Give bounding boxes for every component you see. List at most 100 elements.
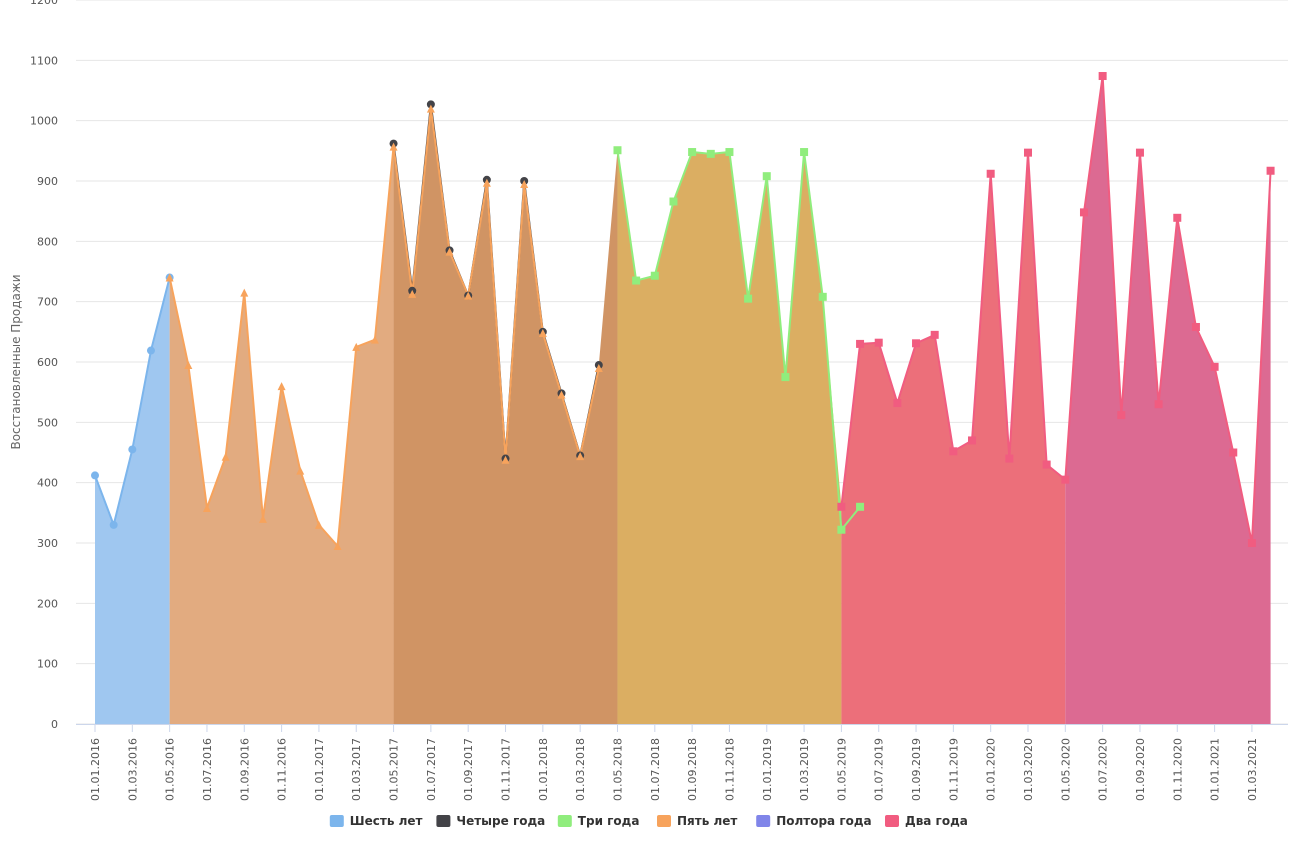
data-point[interactable] <box>856 502 865 511</box>
x-tick-label: 01.01.2019 <box>761 738 774 801</box>
legend-item[interactable]: Шесть лет <box>329 814 423 828</box>
legend-swatch <box>329 815 344 827</box>
data-point[interactable] <box>1098 72 1107 81</box>
x-tick-label: 01.03.2017 <box>350 738 363 801</box>
data-point[interactable] <box>445 247 454 256</box>
data-point[interactable] <box>202 504 211 513</box>
data-point[interactable] <box>128 445 137 454</box>
data-point[interactable] <box>1247 539 1256 547</box>
data-point[interactable] <box>632 276 641 285</box>
data-point[interactable] <box>165 273 174 282</box>
y-tick-label: 1000 <box>30 115 58 128</box>
legend-item[interactable]: Два года <box>885 814 968 828</box>
data-point[interactable] <box>426 104 435 113</box>
data-point[interactable] <box>725 148 734 157</box>
data-point[interactable] <box>520 180 529 189</box>
data-point[interactable] <box>837 502 846 511</box>
data-point[interactable] <box>856 339 865 348</box>
data-point[interactable] <box>464 291 473 300</box>
data-point[interactable] <box>874 338 883 347</box>
y-tick-label: 700 <box>37 296 58 309</box>
data-point[interactable] <box>1117 411 1126 420</box>
legend-swatch <box>756 815 771 827</box>
legend-swatch <box>885 815 899 827</box>
series-markers[interactable] <box>91 72 1275 551</box>
legend-item[interactable]: Четыре года <box>436 814 545 828</box>
data-point[interactable] <box>818 292 827 301</box>
y-axis-title: Восстановленные Продажи <box>9 274 23 449</box>
data-point[interactable] <box>594 364 603 373</box>
data-point[interactable] <box>221 452 230 461</box>
data-point[interactable] <box>800 148 809 157</box>
x-tick-label: 01.11.2016 <box>276 738 289 801</box>
data-point[interactable] <box>184 361 193 370</box>
x-tick-label: 01.03.2016 <box>126 738 139 801</box>
x-tick-label: 01.01.2020 <box>985 738 998 801</box>
x-tick-label: 01.09.2020 <box>1134 738 1147 801</box>
data-point[interactable] <box>538 329 547 338</box>
data-point[interactable] <box>333 542 342 551</box>
data-point[interactable] <box>1024 148 1032 157</box>
data-point[interactable] <box>482 178 491 187</box>
data-point[interactable] <box>277 382 286 391</box>
data-point[interactable] <box>1042 460 1051 469</box>
series-line <box>168 107 600 548</box>
data-point[interactable] <box>426 100 435 109</box>
data-point[interactable] <box>893 399 902 408</box>
data-point[interactable] <box>1005 454 1014 463</box>
data-point[interactable] <box>930 330 939 339</box>
x-tick-label: 01.11.2019 <box>947 738 960 801</box>
data-point[interactable] <box>576 452 585 461</box>
data-point[interactable] <box>1266 166 1275 175</box>
data-point[interactable] <box>1135 148 1144 157</box>
data-point[interactable] <box>1079 208 1088 217</box>
data-point[interactable] <box>1154 400 1163 409</box>
data-point[interactable] <box>1191 323 1200 332</box>
data-point[interactable] <box>650 271 659 280</box>
legend-label: Пять лет <box>677 814 737 828</box>
data-point[interactable] <box>91 471 99 480</box>
data-point[interactable] <box>762 172 771 181</box>
data-point[interactable] <box>837 525 846 534</box>
legend[interactable]: Шесть лет Четыре года Три года Пять лет Полт… <box>329 814 968 828</box>
x-tick-label: 01.05.2018 <box>611 738 624 801</box>
data-point[interactable] <box>912 339 921 348</box>
area-segment <box>617 150 842 725</box>
y-tick-label: 0 <box>51 718 58 731</box>
data-point[interactable] <box>296 466 305 475</box>
data-point[interactable] <box>669 197 678 206</box>
legend-item[interactable]: Полтора года <box>756 814 872 828</box>
data-point[interactable] <box>613 146 622 155</box>
data-point[interactable] <box>744 294 753 303</box>
x-tick-label: 01.05.2016 <box>164 738 177 801</box>
data-point[interactable] <box>370 335 379 344</box>
y-tick-label: 400 <box>37 477 58 490</box>
data-point[interactable] <box>240 288 249 297</box>
data-point[interactable] <box>146 346 155 355</box>
legend-swatch <box>657 815 671 827</box>
data-point[interactable] <box>389 142 398 151</box>
data-point[interactable] <box>781 373 790 382</box>
area-segment <box>1065 76 1271 724</box>
data-point[interactable] <box>1229 448 1238 457</box>
legend-item[interactable]: Пять лет <box>657 814 737 828</box>
data-point[interactable] <box>258 514 267 523</box>
data-point[interactable] <box>557 390 566 399</box>
legend-item[interactable]: Три года <box>557 814 640 828</box>
data-point[interactable] <box>986 169 995 178</box>
data-point[interactable] <box>949 447 958 456</box>
data-point[interactable] <box>706 149 715 158</box>
data-point[interactable] <box>408 289 417 298</box>
data-point[interactable] <box>968 436 977 445</box>
x-tick-label: 01.09.2019 <box>910 738 923 801</box>
x-tick-label: 01.07.2019 <box>873 738 886 801</box>
data-point[interactable] <box>352 342 361 351</box>
data-point[interactable] <box>1061 475 1070 484</box>
data-point[interactable] <box>314 520 323 529</box>
data-point[interactable] <box>1210 362 1219 371</box>
data-point[interactable] <box>1173 213 1182 222</box>
data-point[interactable] <box>688 148 697 157</box>
data-point[interactable] <box>501 455 510 464</box>
x-tick-label: 01.01.2017 <box>313 738 326 801</box>
data-point[interactable] <box>109 520 118 529</box>
